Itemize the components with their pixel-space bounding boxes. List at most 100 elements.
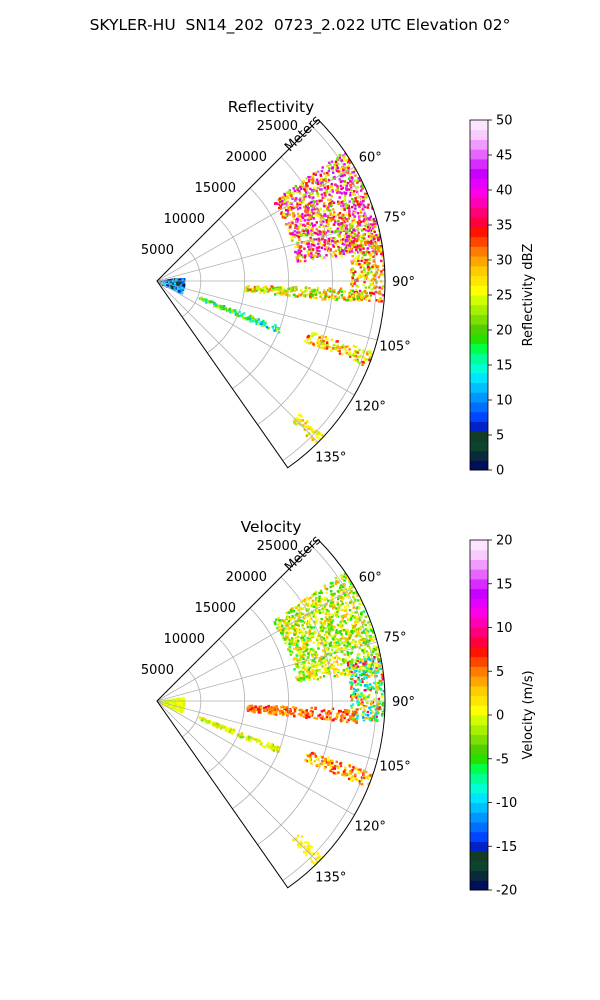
radar-gate bbox=[309, 632, 313, 635]
radar-gate bbox=[258, 706, 261, 709]
radar-gate bbox=[318, 291, 321, 295]
radar-gate bbox=[356, 714, 359, 717]
radar-gate bbox=[362, 351, 365, 354]
radar-gate bbox=[303, 598, 307, 601]
radar-gate bbox=[330, 194, 333, 198]
radar-gate bbox=[298, 841, 301, 844]
radar-gate bbox=[262, 319, 265, 323]
radar-gate bbox=[315, 673, 318, 676]
radar-gate bbox=[281, 214, 284, 217]
radar-gate bbox=[246, 707, 249, 710]
radar-gate bbox=[335, 615, 338, 618]
radar-gate bbox=[305, 241, 309, 244]
radar-gate bbox=[334, 576, 338, 580]
radar-gate bbox=[370, 629, 374, 632]
radar-gate bbox=[365, 196, 368, 199]
radar-gate bbox=[296, 622, 299, 625]
radar-gate bbox=[306, 221, 309, 225]
radar-gate bbox=[350, 681, 353, 684]
radar-gate bbox=[234, 309, 237, 312]
radar-gate bbox=[283, 192, 286, 196]
radar-gate bbox=[372, 635, 376, 638]
range-ring bbox=[181, 249, 202, 318]
radar-gate bbox=[316, 339, 320, 343]
radar-gate bbox=[306, 187, 309, 190]
radar-gate bbox=[323, 596, 327, 599]
radar-gate bbox=[300, 835, 304, 838]
radar-gate bbox=[363, 717, 366, 721]
radar-gate bbox=[267, 326, 270, 330]
radar-gate bbox=[205, 721, 208, 724]
radar-gate bbox=[293, 708, 297, 711]
radar-gate bbox=[376, 702, 380, 705]
radar-gate bbox=[199, 296, 203, 300]
radar-gate bbox=[352, 231, 356, 234]
radar-gate bbox=[355, 663, 358, 666]
radar-gate bbox=[375, 689, 379, 692]
radar-gate bbox=[295, 205, 298, 209]
echo-radial-line-1 bbox=[244, 284, 361, 302]
radar-gate bbox=[302, 645, 305, 648]
radar-gate bbox=[285, 617, 288, 621]
radar-gate bbox=[372, 255, 375, 258]
radar-gate bbox=[254, 709, 257, 712]
radar-gate bbox=[358, 219, 361, 222]
radar-gate bbox=[274, 329, 277, 332]
radar-gate bbox=[345, 184, 348, 187]
radar-gate bbox=[341, 218, 345, 222]
radar-gate bbox=[318, 341, 321, 344]
radar-gate bbox=[200, 719, 204, 722]
radar-gate bbox=[350, 651, 354, 654]
radar-gate bbox=[329, 759, 333, 762]
radar-gate bbox=[362, 196, 365, 199]
radar-gate bbox=[330, 590, 333, 593]
radar-gate bbox=[365, 260, 369, 263]
radar-gate bbox=[381, 701, 385, 705]
radar-gate bbox=[293, 643, 296, 646]
radar-gate bbox=[348, 666, 351, 669]
radar-gate bbox=[370, 773, 374, 776]
range-tick-label: 10000 bbox=[164, 632, 205, 647]
radar-gate bbox=[356, 186, 359, 189]
radar-gate bbox=[312, 615, 315, 618]
radar-gate bbox=[247, 738, 250, 741]
radar-gate bbox=[378, 706, 381, 709]
radar-gate bbox=[349, 631, 352, 635]
radar-gate bbox=[380, 300, 383, 303]
radar-panel-reflectivity: Reflectivity50001000015000200002500060°7… bbox=[141, 98, 415, 469]
radar-gate bbox=[324, 224, 327, 228]
radar-gate bbox=[324, 291, 327, 294]
radar-gate bbox=[345, 720, 349, 724]
radar-gate bbox=[319, 611, 322, 615]
radar-gate bbox=[312, 172, 315, 176]
radar-gate bbox=[370, 667, 373, 671]
radar-gate bbox=[348, 634, 351, 637]
radar-gate bbox=[300, 288, 303, 292]
radar-gate bbox=[273, 745, 276, 749]
radar-gate bbox=[373, 241, 377, 244]
radar-gate bbox=[244, 288, 247, 292]
radar-gate bbox=[318, 336, 321, 339]
radar-gate bbox=[318, 437, 321, 440]
radar-gate bbox=[381, 250, 384, 254]
radar-gate bbox=[366, 277, 369, 280]
radar-gate bbox=[367, 782, 370, 786]
radar-gate bbox=[314, 661, 317, 664]
colorbar-tick-label: 20 bbox=[496, 324, 513, 339]
radar-gate bbox=[362, 641, 365, 644]
radar-gate bbox=[341, 242, 344, 245]
radar-gate bbox=[366, 639, 369, 643]
radar-gate bbox=[377, 660, 381, 663]
radar-gate bbox=[350, 281, 354, 284]
radar-gate bbox=[369, 241, 373, 245]
radar-gate bbox=[362, 361, 366, 364]
radar-gate bbox=[168, 281, 171, 284]
radar-gate bbox=[239, 736, 242, 739]
radar-gate bbox=[352, 775, 355, 778]
radar-gate bbox=[298, 631, 301, 635]
radar-gate bbox=[361, 246, 365, 249]
colorbar-segment bbox=[470, 401, 488, 413]
radar-gate bbox=[374, 236, 377, 239]
radar-gate bbox=[369, 294, 372, 297]
radar-gate bbox=[336, 580, 339, 583]
